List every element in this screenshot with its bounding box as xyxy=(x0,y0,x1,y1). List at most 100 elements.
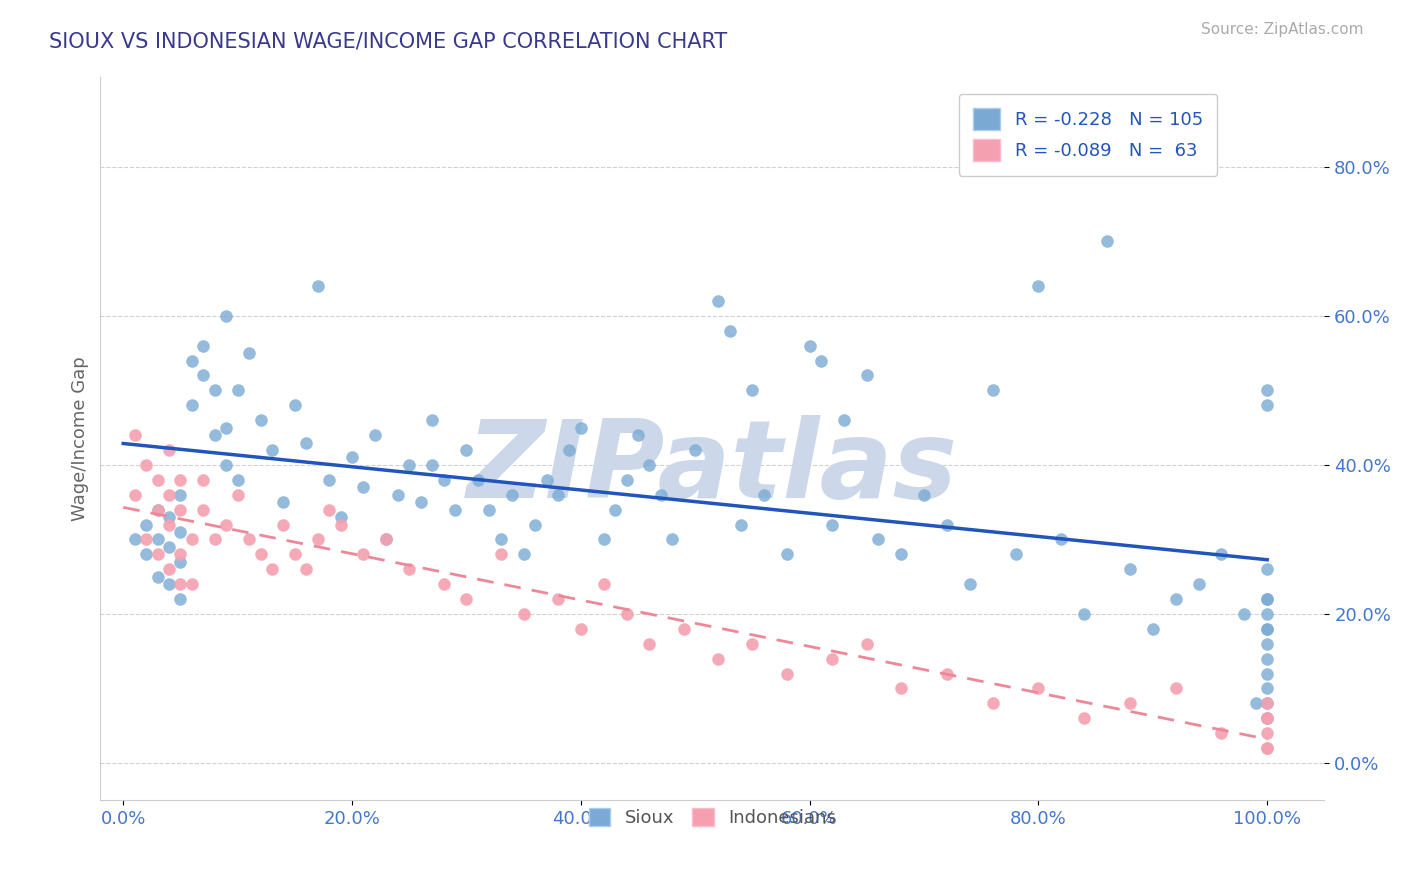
Point xyxy=(157,442,180,457)
Point xyxy=(1164,592,1187,607)
Point xyxy=(169,547,191,561)
Point xyxy=(157,517,180,532)
Point xyxy=(1119,697,1142,711)
Point xyxy=(180,533,202,547)
Point xyxy=(146,547,169,561)
Point xyxy=(135,547,157,561)
Point xyxy=(981,384,1004,398)
Point xyxy=(249,547,271,561)
Point xyxy=(650,488,672,502)
Point xyxy=(204,428,226,442)
Point xyxy=(375,533,398,547)
Point xyxy=(821,651,844,665)
Point xyxy=(387,488,409,502)
Point xyxy=(1256,637,1278,651)
Point xyxy=(1004,547,1026,561)
Point xyxy=(1211,547,1233,561)
Point xyxy=(935,666,957,681)
Point xyxy=(799,339,821,353)
Point xyxy=(215,458,238,472)
Point xyxy=(146,533,169,547)
Point xyxy=(935,517,957,532)
Point xyxy=(638,637,661,651)
Point xyxy=(409,495,432,509)
Point xyxy=(890,547,912,561)
Point xyxy=(146,569,169,583)
Point xyxy=(1256,711,1278,725)
Point xyxy=(215,517,238,532)
Point xyxy=(605,502,627,516)
Point xyxy=(1256,726,1278,740)
Point xyxy=(169,524,191,539)
Point xyxy=(912,488,935,502)
Point xyxy=(157,577,180,591)
Point xyxy=(157,510,180,524)
Point xyxy=(307,533,329,547)
Point xyxy=(124,488,146,502)
Point xyxy=(810,353,832,368)
Point xyxy=(215,420,238,434)
Point xyxy=(353,547,375,561)
Point xyxy=(169,555,191,569)
Point xyxy=(1187,577,1209,591)
Point xyxy=(204,533,226,547)
Text: ZIPatlas: ZIPatlas xyxy=(467,415,957,521)
Point xyxy=(1211,726,1233,740)
Point xyxy=(638,458,661,472)
Point xyxy=(592,577,614,591)
Point xyxy=(1233,607,1256,621)
Point xyxy=(569,622,592,636)
Point xyxy=(478,502,501,516)
Point xyxy=(1142,622,1164,636)
Point xyxy=(1256,666,1278,681)
Point xyxy=(1256,622,1278,636)
Point xyxy=(672,622,695,636)
Point xyxy=(260,442,283,457)
Point xyxy=(157,488,180,502)
Point xyxy=(592,533,614,547)
Point xyxy=(169,488,191,502)
Point xyxy=(1095,235,1118,249)
Point xyxy=(226,473,249,487)
Point xyxy=(890,681,912,696)
Point xyxy=(558,442,581,457)
Point xyxy=(444,502,467,516)
Point xyxy=(169,577,191,591)
Point xyxy=(616,607,638,621)
Point xyxy=(135,533,157,547)
Point xyxy=(146,502,169,516)
Point xyxy=(273,517,295,532)
Point xyxy=(169,502,191,516)
Point xyxy=(180,353,202,368)
Point xyxy=(959,577,981,591)
Point xyxy=(1256,741,1278,756)
Point xyxy=(1256,622,1278,636)
Point xyxy=(318,473,340,487)
Point xyxy=(683,442,706,457)
Point xyxy=(718,324,741,338)
Point xyxy=(467,473,489,487)
Point xyxy=(1256,592,1278,607)
Point xyxy=(741,384,763,398)
Point xyxy=(215,309,238,323)
Point xyxy=(169,473,191,487)
Point xyxy=(157,562,180,576)
Point xyxy=(284,398,307,412)
Text: Source: ZipAtlas.com: Source: ZipAtlas.com xyxy=(1201,22,1364,37)
Point xyxy=(512,547,534,561)
Point xyxy=(1256,681,1278,696)
Point xyxy=(776,547,799,561)
Point xyxy=(616,473,638,487)
Point xyxy=(146,473,169,487)
Point xyxy=(329,517,352,532)
Point xyxy=(707,293,730,308)
Point xyxy=(193,473,215,487)
Point xyxy=(135,458,157,472)
Point xyxy=(135,517,157,532)
Point xyxy=(1256,711,1278,725)
Point xyxy=(180,577,202,591)
Point xyxy=(547,592,569,607)
Point xyxy=(1073,711,1095,725)
Point xyxy=(420,413,443,427)
Point xyxy=(353,480,375,494)
